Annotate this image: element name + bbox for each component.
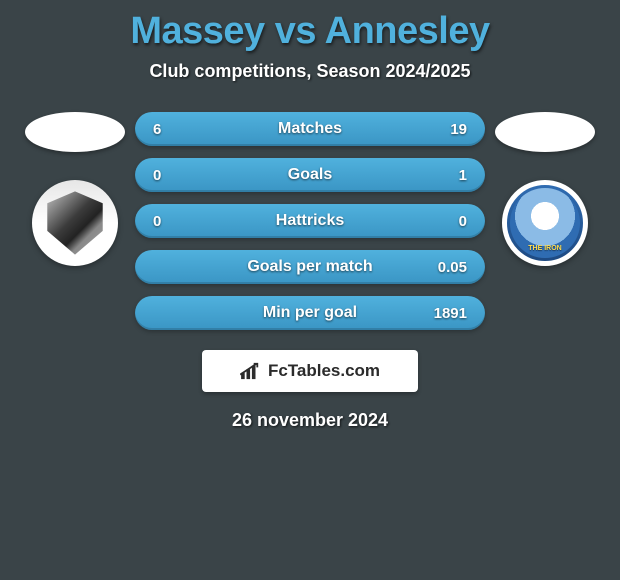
left-club-badge	[32, 180, 118, 266]
right-club-badge: THE IRON	[502, 180, 588, 266]
chart-icon	[240, 362, 262, 380]
stat-label: Matches	[278, 120, 342, 138]
stat-right-value: 1	[427, 167, 467, 184]
stat-left-value: 6	[153, 121, 193, 138]
left-player-photo	[25, 112, 125, 152]
crest-icon	[42, 190, 108, 256]
stat-label: Goals per match	[247, 258, 372, 276]
stat-bar-hattricks: 0 Hattricks 0	[135, 204, 485, 238]
crest-icon: THE IRON	[510, 188, 580, 258]
stat-bar-min-per-goal: Min per goal 1891	[135, 296, 485, 330]
stats-column: 6 Matches 19 0 Goals 1 0 Hattricks 0 Goa…	[135, 112, 485, 330]
stat-right-value: 19	[427, 121, 467, 138]
stat-label: Min per goal	[263, 304, 357, 322]
stat-label: Hattricks	[276, 212, 344, 230]
comparison-row: 6 Matches 19 0 Goals 1 0 Hattricks 0 Goa…	[0, 112, 620, 330]
stat-bar-matches: 6 Matches 19	[135, 112, 485, 146]
stat-left-value: 0	[153, 167, 193, 184]
stat-bar-goals-per-match: Goals per match 0.05	[135, 250, 485, 284]
stat-label: Goals	[288, 166, 332, 184]
stat-left-value: 0	[153, 213, 193, 230]
stat-right-value: 1891	[427, 305, 467, 322]
stat-bar-goals: 0 Goals 1	[135, 158, 485, 192]
stat-right-value: 0	[427, 213, 467, 230]
badge-motto: THE IRON	[528, 245, 561, 252]
brand-box: FcTables.com	[202, 350, 418, 392]
page-title: Massey vs Annesley	[0, 10, 620, 53]
right-player-photo	[495, 112, 595, 152]
brand-text: FcTables.com	[268, 361, 380, 381]
right-player-col: THE IRON	[485, 112, 605, 266]
stat-right-value: 0.05	[427, 259, 467, 276]
left-player-col	[15, 112, 135, 266]
date-line: 26 november 2024	[0, 410, 620, 431]
subtitle: Club competitions, Season 2024/2025	[0, 61, 620, 82]
